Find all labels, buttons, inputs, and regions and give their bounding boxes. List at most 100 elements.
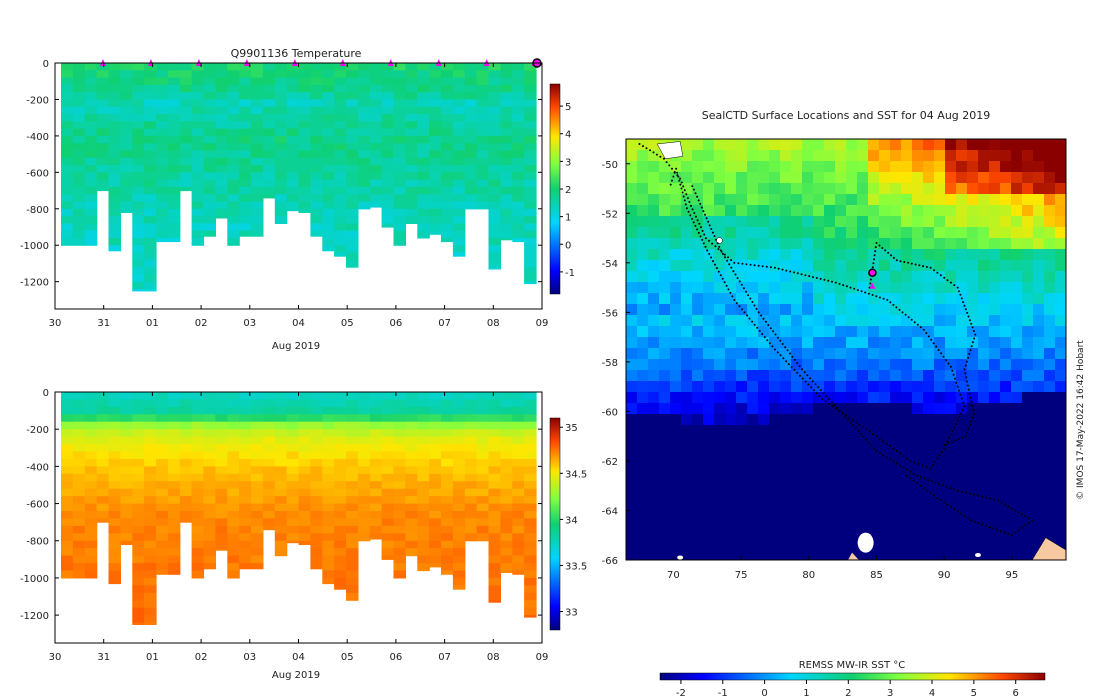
sst-cell <box>868 513 880 525</box>
profile-cell <box>489 99 502 107</box>
profile-cell <box>215 489 228 497</box>
sst-cell <box>1011 260 1023 272</box>
sst-cell <box>725 447 737 459</box>
track-point <box>953 488 955 490</box>
profile-cell <box>441 481 454 489</box>
sst-cell <box>923 436 935 448</box>
profile-cell <box>382 399 395 407</box>
lat-tick-label: -50 <box>602 160 618 171</box>
profile-cell <box>61 489 74 497</box>
sst-cell <box>703 271 715 283</box>
profile-cell <box>73 180 86 188</box>
sst-cell <box>648 282 660 294</box>
track-point <box>793 369 795 371</box>
profile-cell <box>109 556 122 564</box>
profile-cell <box>310 422 323 430</box>
sst-cell <box>901 326 913 338</box>
sst-cell <box>890 425 902 437</box>
sst-cell <box>703 326 715 338</box>
profile-cell <box>73 223 86 231</box>
sst-cell <box>857 392 869 404</box>
profile-cell <box>334 172 347 180</box>
profile-cell <box>215 414 228 422</box>
profile-cell <box>334 511 347 519</box>
profile-cell <box>394 158 407 166</box>
profile-cell <box>168 99 181 107</box>
track-point <box>903 467 905 469</box>
track-point <box>974 521 976 523</box>
sst-cell <box>703 370 715 382</box>
profile-cell <box>227 444 240 452</box>
track-point <box>925 332 927 334</box>
profile-cell <box>441 571 454 575</box>
temperature-x-tick-label: 07 <box>438 318 451 329</box>
track-point <box>712 232 714 234</box>
sst-cell <box>978 315 990 327</box>
lon-tick-label: 95 <box>1005 570 1018 581</box>
profile-cell <box>61 556 74 564</box>
sst-cell <box>1000 359 1012 371</box>
profile-cell <box>417 172 430 180</box>
track-point <box>714 235 716 237</box>
track-point <box>962 301 964 303</box>
sst-cell <box>1055 458 1067 470</box>
profile-cell <box>465 399 478 407</box>
sst-cell <box>802 293 814 305</box>
profile-cell <box>524 85 537 93</box>
sst-cell <box>747 183 759 195</box>
profile-cell <box>287 129 300 137</box>
profile-cell <box>180 407 193 415</box>
track-point <box>896 450 898 452</box>
track-point <box>815 383 817 385</box>
profile-cell <box>85 238 98 246</box>
profile-cell <box>489 526 502 534</box>
profile-cell <box>334 481 347 489</box>
sst-cell <box>967 194 979 206</box>
sst-cell <box>725 370 737 382</box>
sst-cell <box>802 348 814 360</box>
track-point <box>684 189 686 191</box>
profile-cell <box>310 504 323 512</box>
track-point <box>724 281 726 283</box>
sst-cell <box>1033 304 1045 316</box>
profile-cell <box>322 489 335 497</box>
profile-cell <box>346 165 359 173</box>
profile-cell <box>358 399 371 407</box>
profile-cell <box>132 571 145 579</box>
profile-cell <box>227 414 240 422</box>
lat-tick-label: -62 <box>602 457 618 468</box>
profile-cell <box>500 466 513 474</box>
profile-cell <box>275 129 288 137</box>
track-point <box>872 433 874 435</box>
profile-cell <box>417 165 430 173</box>
sst-cell <box>714 271 726 283</box>
sst-cell <box>1022 513 1034 525</box>
profile-cell <box>322 429 335 437</box>
sst-cell <box>1033 293 1045 305</box>
track-point <box>842 413 844 415</box>
profile-cell <box>109 511 122 519</box>
profile-cell <box>239 151 252 159</box>
profile-cell <box>382 202 395 210</box>
track-point <box>1007 533 1009 535</box>
profile-cell <box>524 121 537 129</box>
profile-cell <box>382 223 395 227</box>
track-point <box>947 441 949 443</box>
sst-cell <box>802 271 814 283</box>
profile-cell <box>394 121 407 129</box>
profile-cell <box>500 518 513 526</box>
sst-cell <box>945 293 957 305</box>
sst-cell <box>901 238 913 250</box>
profile-cell <box>346 504 359 512</box>
sst-cell <box>813 304 825 316</box>
sst-cell <box>1055 216 1067 228</box>
profile-cell <box>180 474 193 482</box>
profile-cell <box>227 429 240 437</box>
sst-cell <box>912 249 924 261</box>
sst-cell <box>934 139 946 151</box>
profile-cell <box>358 85 371 93</box>
profile-cell <box>73 571 86 579</box>
profile-cell <box>429 422 442 430</box>
profile-cell <box>489 466 502 474</box>
profile-cell <box>441 114 454 122</box>
